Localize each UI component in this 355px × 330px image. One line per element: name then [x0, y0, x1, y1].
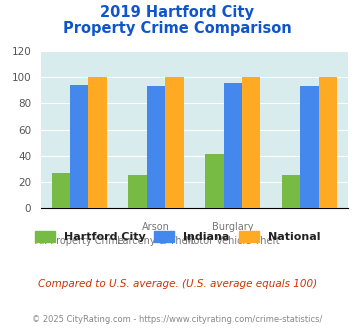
Bar: [88, 77, 107, 208]
Text: 2019 Hartford City: 2019 Hartford City: [100, 5, 255, 20]
Bar: [224, 82, 242, 208]
Text: All Property Crime: All Property Crime: [35, 236, 124, 246]
Bar: [147, 86, 165, 208]
Bar: [205, 154, 224, 208]
Legend: Hartford City, Indiana, National: Hartford City, Indiana, National: [31, 227, 324, 247]
Bar: [319, 77, 337, 208]
Bar: [282, 175, 300, 208]
Text: © 2025 CityRating.com - https://www.cityrating.com/crime-statistics/: © 2025 CityRating.com - https://www.city…: [32, 315, 323, 324]
Text: Motor Vehicle Theft: Motor Vehicle Theft: [185, 236, 280, 246]
Bar: [165, 77, 184, 208]
Text: Property Crime Comparison: Property Crime Comparison: [63, 21, 292, 36]
Text: Burglary: Burglary: [212, 222, 253, 232]
Bar: [129, 175, 147, 208]
Bar: [300, 86, 319, 208]
Bar: [70, 85, 88, 208]
Bar: [51, 173, 70, 208]
Text: Compared to U.S. average. (U.S. average equals 100): Compared to U.S. average. (U.S. average …: [38, 279, 317, 289]
Bar: [242, 77, 260, 208]
Text: Larceny & Theft: Larceny & Theft: [117, 236, 195, 246]
Text: Arson: Arson: [142, 222, 170, 232]
